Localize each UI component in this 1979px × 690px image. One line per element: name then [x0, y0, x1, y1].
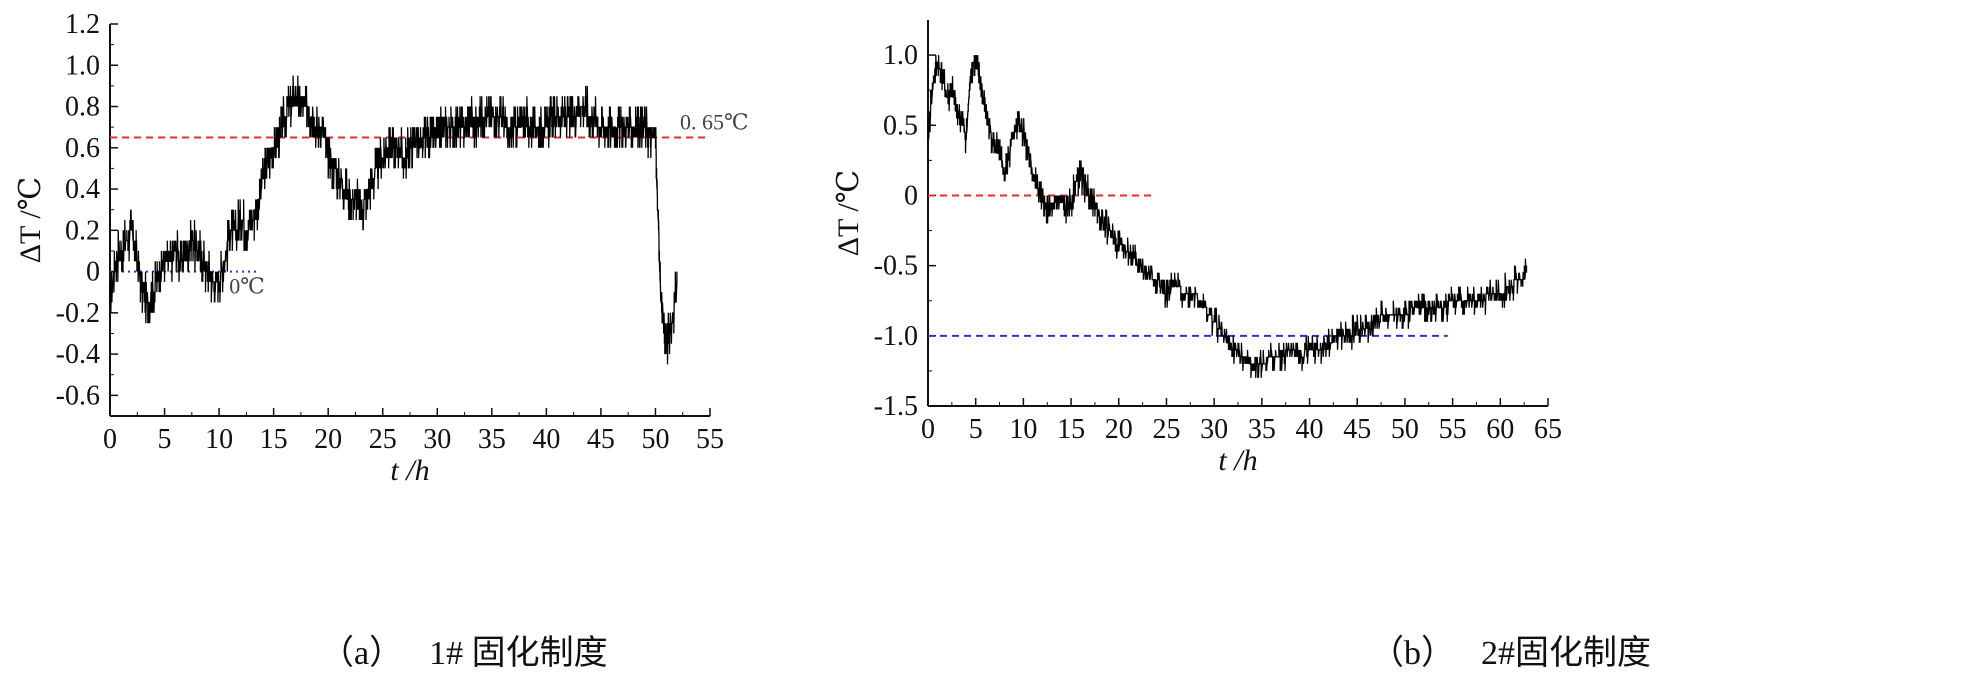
chart-b-svg: 0 5 10 15 20 25 30 35 40 45 50 55 60 65 -1.5 -1.0 -0.5 0 0… [832, 20, 1562, 477]
chart-panel-a: 0 5 10 15 20 25 30 35 40 45 50 55 -0.6 -0.4 -0.2 0 0.2 0.… [0, 0, 960, 690]
chart-b-x-tick-label: 15 [1057, 414, 1085, 445]
caption-b-text: 2#固化制度 [1481, 635, 1651, 672]
chart-b-y-tick-label: -1.0 [874, 321, 918, 352]
chart-a-y-tick-label: -0.6 [56, 380, 100, 411]
chart-a-y-tick-label: 1.2 [65, 9, 100, 40]
chart-a-y-tick-label: 1.0 [65, 50, 100, 81]
chart-b-x-tick-label: 55 [1439, 414, 1467, 445]
chart-a-y-tick-label: 0.8 [65, 92, 100, 123]
chart-a-reference-label-1: 0℃ [229, 274, 265, 299]
chart-a-x-tick-label: 35 [478, 424, 506, 455]
chart-a-y-tick-label: -0.2 [56, 298, 100, 329]
chart-a-y-tick-label: 0.2 [65, 215, 100, 246]
chart-a-x-tick-label: 45 [587, 424, 615, 455]
chart-a-svg: 0 5 10 15 20 25 30 35 40 45 50 55 -0.6 -0.4 -0.2 0 0.2 0.… [14, 9, 749, 487]
chart-b-x-tick-label: 45 [1343, 414, 1371, 445]
chart-a-reference-label-0: 0. 65℃ [680, 109, 749, 134]
chart-a-x-tick-label: 30 [423, 424, 451, 455]
chart-panel-b: 0 5 10 15 20 25 30 35 40 45 50 55 60 65 -1.5 -1.0 -0.5 0 0… [832, 0, 1979, 690]
chart-b-x-tick-label: 35 [1248, 414, 1276, 445]
chart-a-y-tick-label: 0.6 [65, 133, 100, 164]
chart-a-x-tick-label: 20 [314, 424, 342, 455]
chart-b-x-tick-label: 60 [1486, 414, 1514, 445]
chart-b-x-tick-label: 5 [969, 414, 983, 445]
chart-a-x-tick-label: 40 [532, 424, 560, 455]
chart-a-x-tick-label: 5 [158, 424, 172, 455]
chart-a-y-tick-label: 0 [86, 257, 100, 288]
chart-b-x-tick-label: 25 [1152, 414, 1180, 445]
chart-b-y-tick-label: 1.0 [883, 40, 918, 71]
caption-a: （a） 1# 固化制度 [320, 625, 608, 674]
chart-b-x-tick-label: 10 [1009, 414, 1037, 445]
caption-a-text: 1# 固化制度 [429, 635, 608, 672]
chart-a-x-tick-label: 15 [260, 424, 288, 455]
chart-a-series-line [109, 75, 678, 365]
chart-a-x-axis-title: t /h [390, 454, 429, 487]
chart-a-x-tick-label: 0 [103, 424, 117, 455]
chart-a-y-axis-title: ΔT /℃ [14, 177, 47, 263]
chart-a-x-tick-label: 55 [696, 424, 724, 455]
chart-b-y-tick-label: 0.5 [883, 110, 918, 141]
chart-b-y-tick-label: 0 [904, 180, 918, 211]
caption-a-label: （a） [320, 635, 404, 672]
chart-b-x-tick-label: 30 [1200, 414, 1228, 445]
chart-b-y-tick-label: -1.5 [874, 391, 918, 422]
chart-b-y-axis-title: ΔT /℃ [832, 170, 865, 256]
chart-b-series-line [927, 55, 1528, 378]
chart-b-x-tick-label: 40 [1296, 414, 1324, 445]
chart-a-x-tick-label: 10 [205, 424, 233, 455]
chart-a-y-tick-label: 0.4 [65, 174, 100, 205]
chart-a-x-tick-label: 50 [641, 424, 669, 455]
chart-b-x-axis-title: t /h [1218, 444, 1257, 477]
chart-a-x-tick-label: 25 [369, 424, 397, 455]
chart-b-x-tick-label: 0 [921, 414, 935, 445]
chart-b-y-tick-label: -0.5 [874, 251, 918, 282]
chart-b-x-tick-label: 65 [1534, 414, 1562, 445]
caption-b-label: （b） [1370, 635, 1455, 672]
chart-b-x-tick-label: 50 [1391, 414, 1419, 445]
chart-a-y-tick-label: -0.4 [56, 339, 100, 370]
caption-b: （b） 2#固化制度 [1370, 625, 1651, 674]
chart-b-x-tick-label: 20 [1105, 414, 1133, 445]
